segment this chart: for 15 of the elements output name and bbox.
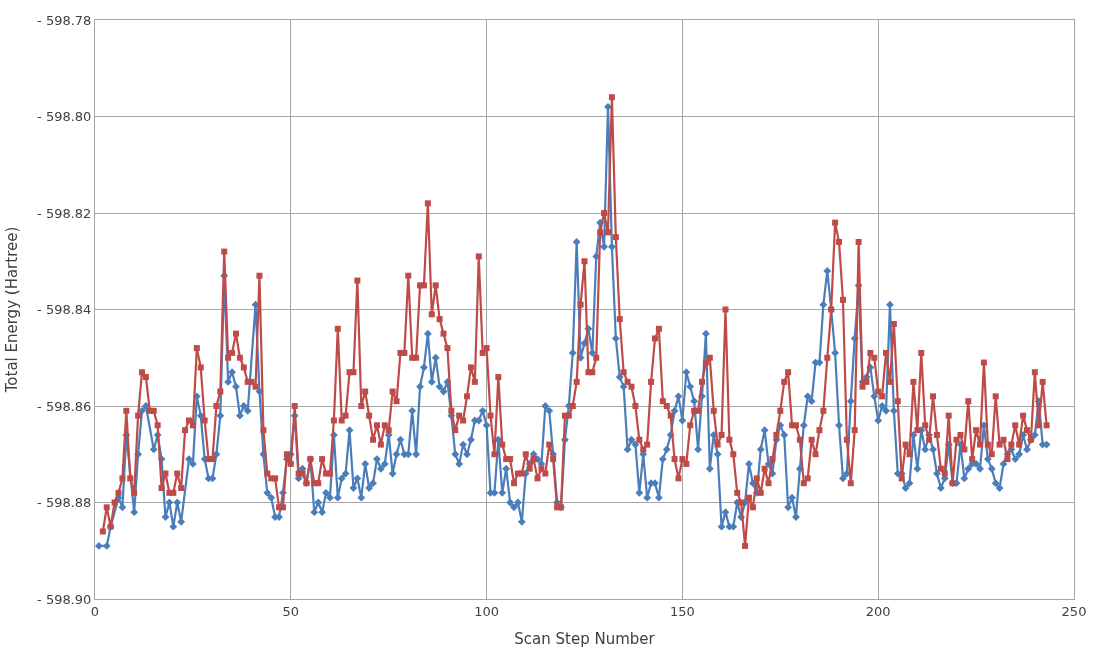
y-tick-label: - 598.90 — [37, 591, 92, 607]
y-tick-label: - 598.82 — [37, 205, 92, 221]
x-tick-label: 100 — [474, 603, 500, 619]
y-tick-label: - 598.80 — [37, 109, 92, 125]
x-tick-label: 250 — [1061, 603, 1087, 619]
y-tick-label: - 598.84 — [37, 302, 92, 318]
x-tick-label: 200 — [865, 603, 891, 619]
y-tick-label: - 598.88 — [37, 495, 92, 511]
x-tick-label: 0 — [90, 603, 100, 619]
y-axis-title: Total Energy (Hartree) — [3, 226, 22, 394]
x-tick-label: 150 — [669, 603, 695, 619]
x-tick-label: 50 — [282, 603, 300, 619]
y-tick-label: - 598.86 — [37, 398, 92, 414]
y-tick-label: - 598.78 — [37, 12, 92, 28]
x-axis-title: Scan Step Number — [514, 629, 656, 648]
